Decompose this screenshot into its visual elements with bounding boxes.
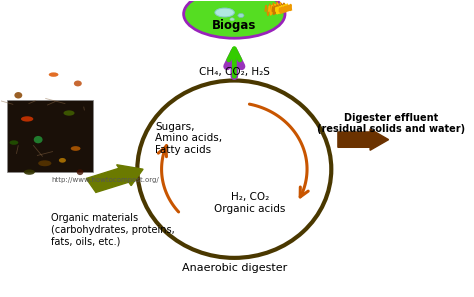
Ellipse shape [34, 136, 43, 143]
Text: Digester effluent
(residual solids and water): Digester effluent (residual solids and w… [317, 113, 465, 134]
FancyArrow shape [338, 129, 389, 150]
Ellipse shape [21, 116, 33, 121]
Text: Anaerobic digester: Anaerobic digester [182, 263, 287, 273]
Text: Biogas: Biogas [212, 19, 256, 32]
Ellipse shape [238, 13, 244, 18]
Text: http://www.howtocompost.org/: http://www.howtocompost.org/ [51, 176, 159, 183]
Text: H₂, CO₂
Organic acids: H₂, CO₂ Organic acids [214, 192, 285, 214]
FancyBboxPatch shape [7, 100, 93, 172]
Ellipse shape [230, 18, 234, 21]
Ellipse shape [64, 110, 74, 116]
Ellipse shape [215, 8, 234, 17]
Ellipse shape [49, 72, 58, 77]
Text: Organic materials
(carbohydrates, proteins,
fats, oils, etc.): Organic materials (carbohydrates, protei… [51, 213, 175, 247]
Ellipse shape [137, 80, 331, 258]
FancyArrow shape [86, 165, 143, 192]
Text: CH₄, CO₂, H₂S: CH₄, CO₂, H₂S [199, 67, 270, 77]
Ellipse shape [9, 140, 18, 145]
Text: Sugars,
Amino acids,
Fatty acids: Sugars, Amino acids, Fatty acids [155, 121, 222, 155]
Ellipse shape [77, 169, 83, 175]
Ellipse shape [74, 80, 82, 86]
Ellipse shape [24, 170, 35, 175]
Ellipse shape [59, 158, 66, 163]
Ellipse shape [38, 160, 51, 166]
Ellipse shape [14, 92, 22, 99]
Ellipse shape [71, 146, 81, 151]
Ellipse shape [183, 0, 285, 38]
